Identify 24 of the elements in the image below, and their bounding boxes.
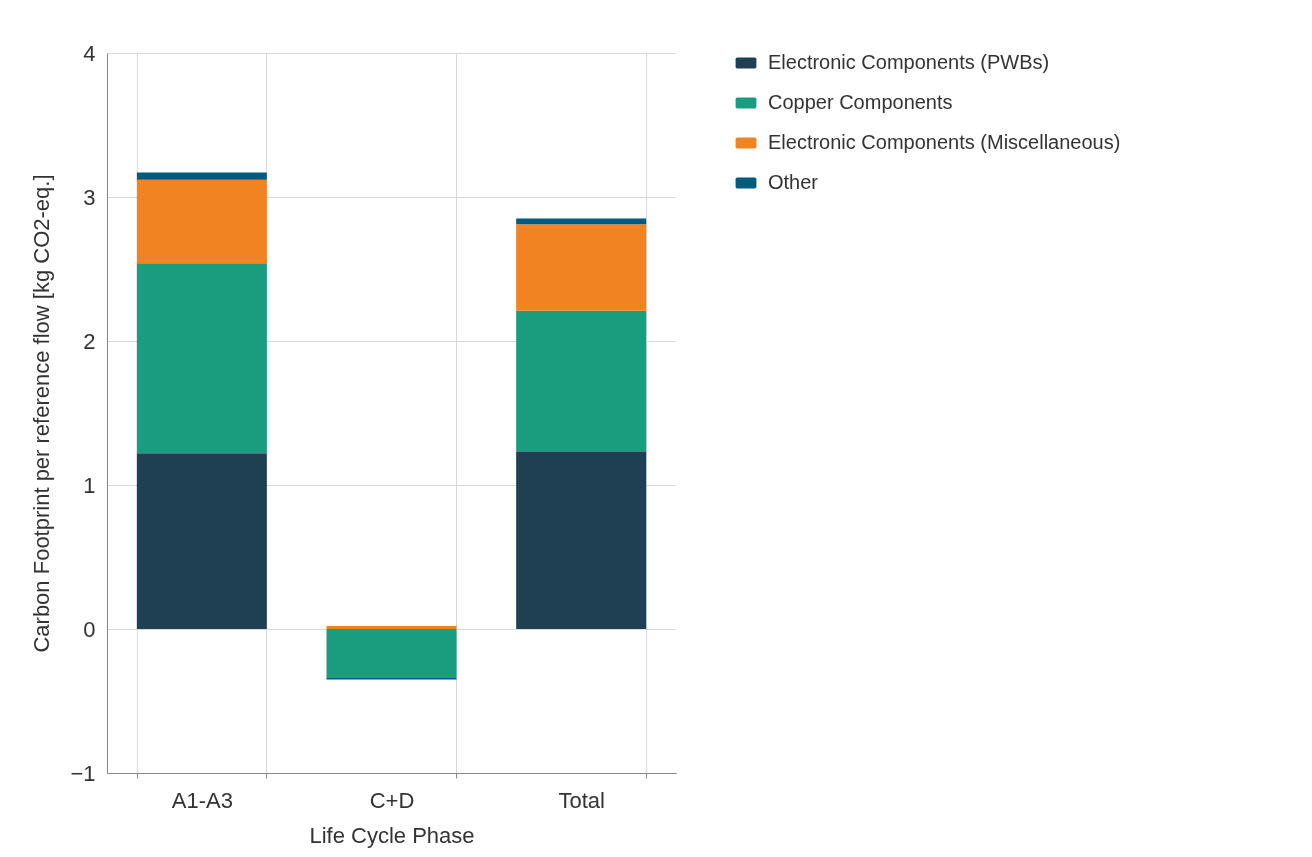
- x-tick-label: C+D: [369, 787, 415, 813]
- y-tick-label: 0: [83, 616, 96, 642]
- bar: [326, 629, 457, 678]
- y-tick-label: −1: [70, 760, 96, 786]
- x-tick-label: A1-A3: [171, 787, 233, 813]
- y-axis-title: Carbon Footprint per reference flow [kg CO2-eq.]: [29, 174, 55, 653]
- y-tick-label: 4: [83, 40, 96, 66]
- bar: [136, 172, 267, 180]
- y-tick-label: 3: [83, 184, 96, 210]
- legend-label: Other: [768, 171, 819, 193]
- legend-label: Electronic Components (PWBs): [768, 51, 1050, 73]
- bar: [516, 224, 647, 311]
- bar: [136, 179, 267, 264]
- bar: [516, 451, 647, 629]
- y-tick-label: 1: [83, 472, 96, 498]
- x-axis-title: Life Cycle Phase: [309, 822, 475, 848]
- bar: [136, 453, 267, 629]
- legend-label: Copper Components: [768, 91, 953, 113]
- x-tick-label: Total: [558, 787, 605, 813]
- bar: [516, 310, 647, 452]
- y-tick-label: 2: [83, 328, 96, 354]
- legend-label: Electronic Components (Miscellaneous): [768, 131, 1121, 153]
- bar: [136, 263, 267, 454]
- bar: [326, 626, 457, 629]
